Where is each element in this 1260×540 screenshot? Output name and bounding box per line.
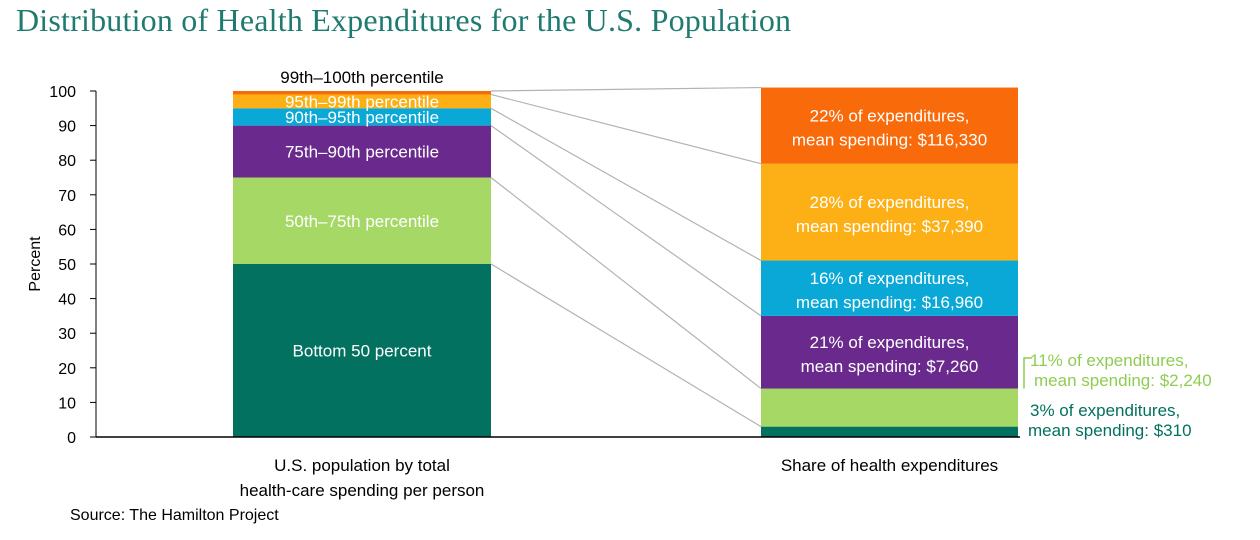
population-segment-label: 99th–100th percentile [280,68,444,87]
population-segment-label: 50th–75th percentile [285,212,439,231]
connector-line [490,125,762,317]
y-tick-label: 30 [58,326,76,343]
chart-title: Distribution of Health Expenditures for … [16,2,792,38]
expenditure-bar-segment [761,260,1018,316]
expenditure-mean-label: mean spending: $310 [1028,421,1192,440]
y-tick-label: 50 [58,257,76,274]
expenditure-share-label: 11% of expenditures, [1030,351,1188,370]
population-segment-label: 90th–95th percentile [285,108,439,127]
y-tick-label: 90 [58,119,76,136]
expenditure-share-label: 28% of expenditures, [810,193,970,212]
y-tick-label: 10 [58,395,76,412]
population-segment-label: Bottom 50 percent [293,342,432,361]
connector-line [490,86,762,92]
expenditure-mean-label: mean spending: $37,390 [796,217,983,236]
population-bar-segment [233,264,491,437]
expenditure-mean-label: mean spending: $7,260 [801,357,979,376]
connector-line [490,177,762,390]
expenditure-share-label: 3% of expenditures, [1030,401,1180,420]
population-segment-label: 95th–99th percentile [285,92,439,111]
population-bar-segment [233,125,491,178]
y-tick-label: 80 [58,153,76,170]
y-tick-label: 20 [58,361,76,378]
population-bar-segment [233,91,491,95]
connector-line [490,93,762,165]
population-bar-segment [233,108,491,126]
expenditure-share-label: 21% of expenditures, [810,333,970,352]
y-axis-label: Percent [27,236,44,292]
y-tick-label: 40 [58,292,76,309]
expenditure-share-label: 16% of expenditures, [810,269,970,288]
expenditure-bar-segment [761,87,1018,164]
y-tick-label: 70 [58,188,76,205]
y-tick-label: 100 [49,84,76,101]
connector-line [490,107,762,262]
expenditure-share-label: 22% of expenditures, [810,107,970,126]
expenditure-mean-label: mean spending: $2,240 [1034,371,1212,390]
population-bar-segment [233,177,491,264]
population-segment-label: 75th–90th percentile [285,143,439,162]
y-tick-label: 60 [58,222,76,239]
connector-line [490,263,762,428]
x-category-label: Share of health expenditures [781,456,998,475]
outside-label-bracket [1023,357,1032,389]
expenditure-mean-label: mean spending: $116,330 [792,131,987,150]
source-note: Source: The Hamilton Project [70,507,279,524]
x-category-label: U.S. population by total [274,456,450,475]
expenditure-mean-label: mean spending: $16,960 [796,293,983,312]
population-bar-segment [233,94,491,109]
expenditure-bar-segment [761,426,1018,437]
x-category-label-line2: health-care spending per person [240,481,485,500]
y-tick-label: 0 [67,430,76,447]
expenditure-bar-segment [761,315,1018,389]
expenditure-bar-segment [761,163,1018,261]
expenditure-bar-segment [761,388,1018,427]
